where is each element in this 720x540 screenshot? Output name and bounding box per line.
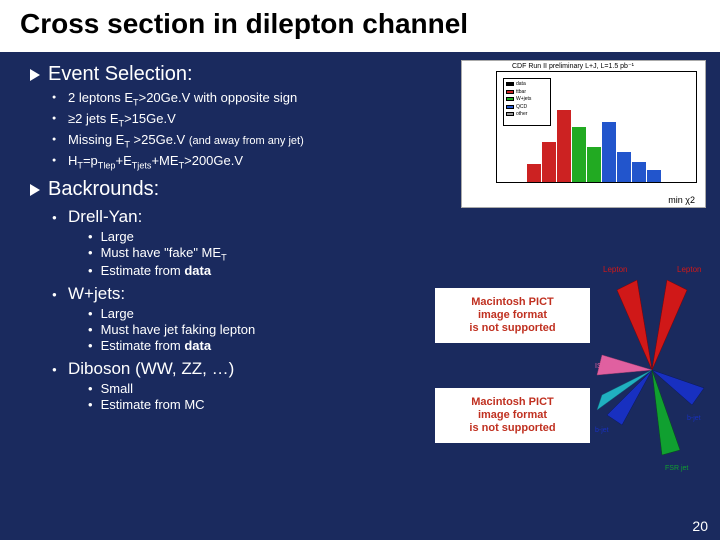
event-diagram: Lepton Lepton ISR jet b-jet b-jet FSR je… <box>595 260 710 480</box>
slide-title: Cross section in dilepton channel <box>0 0 720 55</box>
legend-row: data <box>506 81 548 88</box>
diag-label: b-jet <box>595 427 609 434</box>
diag-label: Lepton <box>677 265 701 274</box>
list-item: ≥2 jets ET>15Ge.V <box>68 111 398 130</box>
list-item: Large <box>88 229 700 244</box>
backgrounds-label: Backrounds: <box>48 178 159 200</box>
hist-bar <box>587 147 601 182</box>
diag-label: FSR jet <box>665 465 688 472</box>
pict-placeholder-icon: Macintosh PICTimage formatis not support… <box>435 388 590 443</box>
bg-drellyan: Drell-Yan: <box>68 207 700 227</box>
hist-bar <box>647 170 661 182</box>
hist-bar <box>602 122 616 182</box>
legend-row: W+jets <box>506 96 548 103</box>
event-selection-list: 2 leptons ET>20Ge.V with opposite sign ≥… <box>68 90 398 172</box>
diag-label: ISR jet <box>595 363 616 370</box>
legend-row: QCD <box>506 104 548 111</box>
hist-bar <box>557 110 571 182</box>
legend-row: ttbar <box>506 89 548 96</box>
hist-bar <box>617 152 631 182</box>
diag-label: Lepton <box>603 265 627 274</box>
histogram-chart: CDF Run II preliminary L+J, L=1.5 pb⁻¹ d… <box>461 60 706 208</box>
hist-bar <box>572 127 586 182</box>
chart-axes: datattbarW+jetsQCDother <box>496 71 697 183</box>
page-number: 20 <box>692 518 708 534</box>
legend-row: other <box>506 111 548 118</box>
arrow-icon <box>30 69 40 81</box>
hist-bar <box>542 142 556 182</box>
diag-label: b-jet <box>687 415 701 422</box>
list-item: HT=pTlep+ETjets+MET>200Ge.V <box>68 153 398 172</box>
hist-bar <box>632 162 646 182</box>
list-item: Missing ET >25Ge.V (and away from any je… <box>68 132 398 151</box>
list-item: 2 leptons ET>20Ge.V with opposite sign <box>68 90 398 109</box>
chart-legend: datattbarW+jetsQCDother <box>503 78 551 126</box>
event-selection-label: Event Selection: <box>48 63 193 85</box>
chart-title: CDF Run II preliminary L+J, L=1.5 pb⁻¹ <box>512 62 634 70</box>
arrow-icon <box>30 184 40 196</box>
hist-bar <box>527 164 541 182</box>
pict-placeholder-icon: Macintosh PICTimage formatis not support… <box>435 288 590 343</box>
chart-xlabel: min χ2 <box>668 195 695 205</box>
